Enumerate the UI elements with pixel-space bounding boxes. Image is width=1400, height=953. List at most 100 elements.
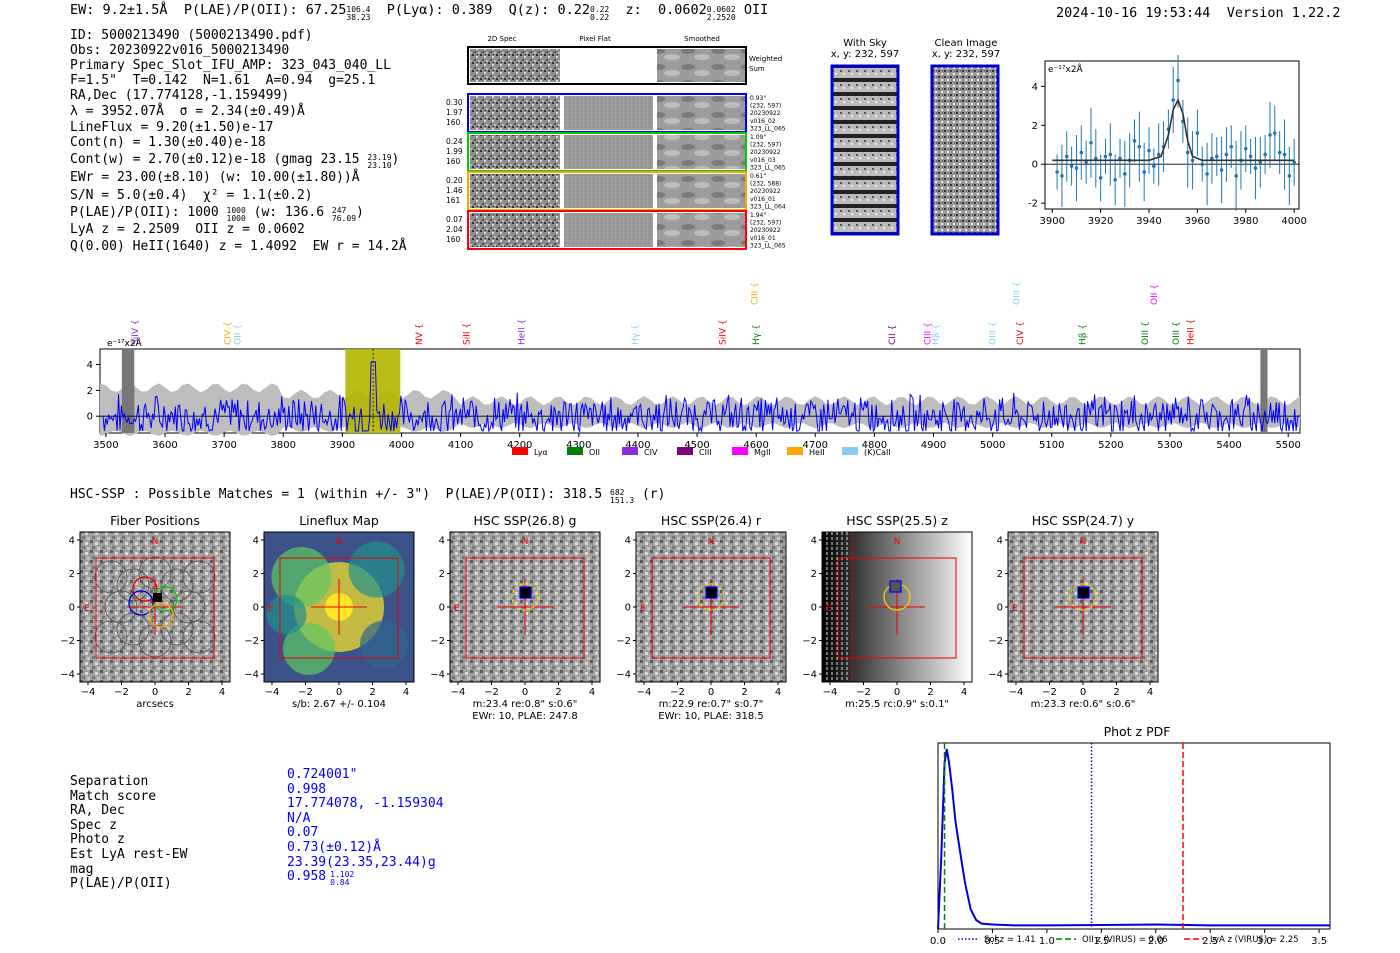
hsc-panel-title: HSC SSP(24.7) y (1032, 513, 1135, 528)
full-xtick-label: 5200 (1098, 440, 1123, 451)
legend-label: Lyα (534, 448, 548, 457)
emission-line-label: Hβ { (931, 324, 941, 345)
emission-line-label: HeII { (1187, 319, 1197, 345)
hsc-ytick-label: 0 (811, 603, 817, 614)
cutout-right-label: v016_02 (750, 118, 776, 125)
emission-line-label: CIII { (750, 282, 760, 305)
zoom-data-point (1258, 160, 1263, 165)
cutout-right-label: 1.09" (750, 134, 766, 141)
zoom-data-point (1195, 131, 1200, 135)
zoom-data-point (1113, 177, 1117, 182)
info-fiber: F=1.5" T=0.142 N=1.61 A=0.94 g=25.1 (70, 73, 376, 88)
hsc-ytick-label: 2 (811, 569, 817, 580)
north-marker: N (336, 537, 343, 547)
match-value: 0.958 1.102 0.84 (287, 869, 355, 888)
clean-image-header: Clean Image x, y: 232, 597 (928, 38, 1004, 60)
hsc-heading-hi: 682 (610, 488, 625, 497)
hsc-caption-1: s/b: 2.67 +/- 0.104 (292, 699, 386, 710)
hsc-xtick-label: 0 (1080, 687, 1086, 698)
cutout-right-label: (232, 588) (750, 181, 781, 188)
zoom-data-point (1089, 140, 1093, 145)
pdf-legend-label: Sol z = 1.41 (984, 935, 1036, 945)
match-label: mag (70, 861, 94, 877)
hsc-ytick-label: 0 (439, 603, 445, 614)
full-xtick-label: 5400 (1216, 440, 1241, 451)
info-plae-w: (w: 136.6 (253, 205, 325, 220)
qz-text: Q(z): 0.22 (508, 2, 590, 18)
info-sn: S/N = 5.0(±0.4) χ² = 1.1(±0.2) (70, 188, 313, 203)
east-marker: E (454, 604, 460, 614)
match-value: 0.07 (287, 825, 319, 841)
hsc-ytick-label: 4 (811, 536, 817, 547)
full-xtick-label: 4200 (507, 440, 532, 451)
legend-swatch (677, 447, 693, 455)
east-marker: E (1012, 604, 1018, 614)
hsc-aperture-circle (511, 583, 539, 611)
legend-swatch (732, 447, 748, 455)
cutout-right-label: v016_03 (750, 157, 776, 164)
aperture-box (279, 557, 399, 659)
zoom-data-point (1055, 170, 1059, 174)
cutout-right-label: 0.93" (750, 95, 766, 102)
full-spectrum-plot: SiIV {CIV {OII {NV {SiII {HeII {Hγ {SiIV… (87, 281, 1301, 457)
zoom-data-point (1214, 154, 1219, 159)
hsc-xtick-label: 4 (961, 687, 967, 698)
zoom-data-point (1123, 172, 1127, 176)
hsc-ytick-label: 2 (439, 569, 445, 580)
info-lya: LyA z = 2.2509 OII z = 0.0602 (70, 222, 305, 237)
zoom-data-point (1137, 144, 1142, 149)
clean-image-coords: x, y: 232, 597 (931, 49, 1001, 60)
zoom-xtick-label: 4000 (1281, 216, 1306, 227)
info-obs: Obs: 20230922v016_5000213490 (70, 43, 290, 58)
hsc-xtick-label: 0 (708, 687, 714, 698)
zoom-ylabel: e⁻¹⁷x2Å (1048, 63, 1084, 75)
emission-line-label: OIII { (1012, 281, 1022, 305)
hsc-heading: HSC-SSP : Possible Matches = 1 (within +… (70, 487, 665, 505)
cutout-smoothed-3 (657, 213, 745, 247)
emission-line-label: OIII { (1141, 321, 1151, 345)
east-marker: E (84, 604, 90, 614)
east-marker: E (826, 604, 832, 614)
lineflux-blob (271, 547, 332, 607)
match-value: 0.73(±0.12)Å (287, 839, 381, 855)
fiber-circle (172, 590, 206, 624)
hsc-ytick-label: −2 (430, 636, 445, 647)
cutout-pixelflat-0 (564, 96, 653, 130)
cutout-right-label: (232, 597) (750, 142, 781, 149)
z-line: OII (743, 2, 769, 18)
full-xtick-label: 3900 (330, 440, 355, 451)
full-xtick-label: 4500 (684, 440, 709, 451)
match-labels: Separation Match score RA, Dec Spec z Photo … (70, 774, 187, 892)
hsc-ytick-label: 4 (625, 536, 631, 547)
hsc-ytick-label: 0 (253, 603, 259, 614)
cutout-2dspec-0 (470, 96, 560, 130)
full-xtick-label: 4000 (389, 440, 414, 451)
hsc-aperture-circle (1069, 583, 1097, 611)
zoom-data-point (1185, 150, 1190, 155)
hsc-xtick-label: −4 (81, 687, 96, 698)
full-xtick-label: 5500 (1275, 440, 1300, 451)
hsc-xtick-label: 4 (219, 687, 225, 698)
hsc-xtick-label: 2 (741, 687, 747, 698)
cutout-right-label: 323_LL_065 (750, 242, 786, 249)
fiber-circle (182, 620, 216, 654)
weighted-label-1: Weighted (749, 55, 782, 63)
clean-image-title: Clean Image (934, 38, 998, 49)
hsc-ytick-label: 4 (997, 536, 1003, 547)
cutout-pixelflat-3 (564, 213, 653, 247)
zoom-ytick-label: 4 (1032, 82, 1038, 93)
info-primary: Primary Spec_Slot_IFU_AMP: 323_043_040_L… (70, 58, 391, 73)
match-value: 17.774078, -1.159304 (287, 796, 444, 812)
emission-line-label: HeII { (517, 319, 527, 345)
hsc-caption-1: arcsecs (136, 699, 174, 710)
hsc-xtick-label: −4 (823, 687, 838, 698)
hsc-xtick-label: −4 (265, 687, 280, 698)
hsc-caption-1: m:22.9 re:0.7" s:0.7" (659, 699, 764, 710)
hsc-xtick-label: 4 (589, 687, 595, 698)
pdf-axes-frame (937, 742, 1331, 930)
match-values: 0.724001" 0.998 17.774078, -1.159304 N/A 0.0… (287, 767, 444, 888)
full-xtick-label: 4700 (803, 440, 828, 451)
info-plae-w-lo: 76.09 (331, 214, 357, 223)
zoom-data-point (1234, 174, 1238, 178)
legend-swatch (842, 447, 858, 455)
